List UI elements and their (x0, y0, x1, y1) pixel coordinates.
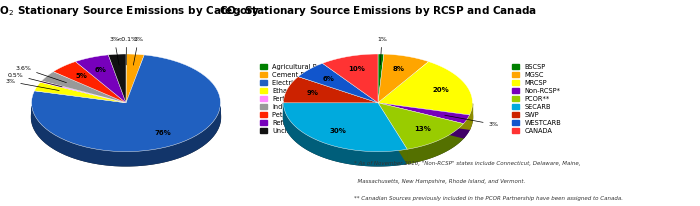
Polygon shape (378, 103, 407, 163)
Text: 3%: 3% (133, 37, 144, 65)
Text: 30%: 30% (330, 128, 346, 134)
Polygon shape (378, 103, 470, 124)
Polygon shape (108, 54, 126, 103)
Title: CO$_2$ Stationary Source Emissions by Category: CO$_2$ Stationary Source Emissions by Ca… (0, 4, 260, 18)
Polygon shape (284, 103, 407, 166)
Polygon shape (284, 103, 378, 117)
Legend: BSCSP, MGSC, MRCSP, Non-RCSP*, PCOR**, SECARB, SWP, WESTCARB, CANADA: BSCSP, MGSC, MRCSP, Non-RCSP*, PCOR**, S… (512, 64, 561, 134)
Polygon shape (41, 81, 126, 103)
Text: 9%: 9% (307, 90, 319, 96)
Polygon shape (378, 103, 463, 138)
Text: 3.6%: 3.6% (15, 66, 66, 83)
Polygon shape (126, 54, 144, 103)
Polygon shape (32, 107, 220, 166)
Text: * As of November 2010, "Non-RCSP" states include Connecticut, Delaware, Maine,: * As of November 2010, "Non-RCSP" states… (354, 161, 580, 166)
Text: 10%: 10% (349, 66, 365, 72)
Polygon shape (378, 103, 463, 149)
Polygon shape (470, 104, 473, 129)
Text: 0.5%: 0.5% (8, 73, 62, 87)
Text: 6%: 6% (95, 67, 107, 73)
Polygon shape (53, 62, 126, 103)
Polygon shape (34, 82, 126, 103)
Polygon shape (378, 103, 407, 163)
Text: 1%: 1% (377, 37, 387, 65)
Text: 3%: 3% (444, 115, 498, 127)
Title: CO$_2$ Stationary Source Emissions by RCSP and Canada: CO$_2$ Stationary Source Emissions by RC… (219, 4, 537, 18)
Polygon shape (463, 115, 470, 138)
Polygon shape (41, 72, 126, 103)
Polygon shape (32, 55, 220, 152)
Polygon shape (323, 54, 378, 103)
Polygon shape (76, 55, 126, 103)
Polygon shape (284, 103, 378, 117)
Polygon shape (284, 103, 407, 152)
Polygon shape (378, 103, 470, 129)
Text: 20%: 20% (433, 87, 449, 93)
Text: 8%: 8% (393, 66, 405, 72)
Text: 13%: 13% (414, 126, 431, 132)
Polygon shape (284, 68, 472, 166)
Polygon shape (407, 124, 463, 163)
Text: 3%: 3% (6, 79, 60, 90)
Legend: Agricultural Processing, Cement Plant, Electricity Production, Ethanol, Fertiliz: Agricultural Processing, Cement Plant, E… (260, 64, 349, 134)
Polygon shape (378, 103, 463, 138)
Polygon shape (378, 62, 472, 115)
Polygon shape (284, 77, 378, 103)
Polygon shape (378, 54, 384, 103)
Text: 76%: 76% (154, 130, 171, 136)
Text: <0.1%: <0.1% (116, 37, 137, 65)
Polygon shape (298, 63, 378, 103)
Text: Massachusetts, New Hampshire, Rhode Island, and Vermont.: Massachusetts, New Hampshire, Rhode Isla… (354, 179, 525, 184)
Polygon shape (378, 54, 428, 103)
Polygon shape (378, 103, 470, 129)
Text: 5%: 5% (75, 73, 87, 80)
Text: ** Canadian Sources previously included in the PCOR Partnership have been assign: ** Canadian Sources previously included … (354, 196, 622, 201)
Polygon shape (32, 68, 220, 166)
Text: 6%: 6% (323, 76, 335, 82)
Text: 3%: 3% (109, 37, 120, 65)
